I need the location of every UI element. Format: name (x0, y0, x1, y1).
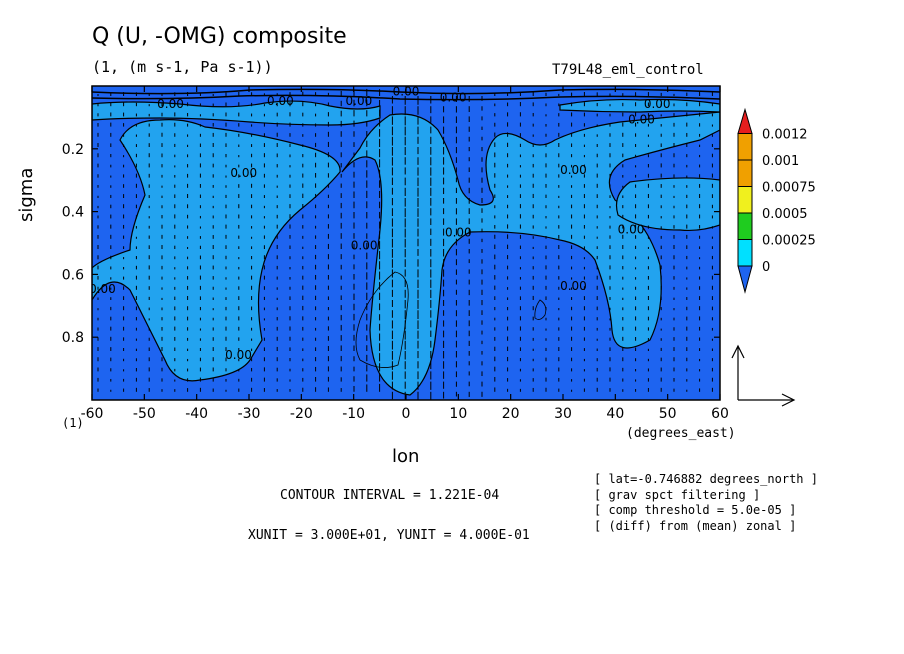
light-region-right (615, 177, 720, 232)
contour-label: 0.00 (560, 279, 587, 293)
contour-label: 0.00 (89, 282, 116, 296)
contour-label: 0.00 (351, 238, 378, 252)
x-tick-label: 0 (402, 406, 411, 422)
x-tick-label: -60 (81, 406, 104, 422)
vector-units: XUNIT = 3.000E+01, YUNIT = 4.000E-01 (248, 528, 530, 543)
x-axis-units: (degrees_east) (626, 426, 736, 441)
contour-label: 0.00 (628, 113, 655, 127)
light-region-center (341, 111, 720, 396)
light-region-left (92, 119, 341, 382)
contour-thin-right (534, 299, 547, 320)
wind-vector-field (97, 88, 713, 400)
colorbar-segment (737, 239, 753, 267)
contour-label: 0.00 (267, 94, 294, 108)
y-axis-ticks: 0.2 0.4 0.6 0.8 (62, 142, 720, 346)
contour-interval: CONTOUR INTERVAL = 1.221E-04 (280, 488, 500, 503)
contour-thin-center (355, 271, 409, 368)
x-tick-label: 30 (554, 406, 572, 422)
contour-label: 0.00 (440, 91, 467, 105)
y-tick-label: 0.8 (62, 330, 84, 346)
x-tick-label: 50 (659, 406, 677, 422)
x-tick-label: 20 (502, 406, 520, 422)
colorbar-label: 0.0005 (762, 207, 808, 222)
contour-line-top (92, 88, 720, 95)
contour-label: 0.00 (618, 223, 645, 237)
colorbar-segment (737, 133, 753, 161)
colorbar-segment (737, 159, 753, 187)
colorbar-label: 0.00075 (762, 181, 816, 196)
contour-label: 0.00 (230, 166, 257, 180)
x-tick-label: 60 (711, 406, 729, 422)
x-axis-ticks: -60 -50 -40 -30 -20 -10 0 10 20 30 40 50 60 (81, 86, 729, 422)
info-filtering: [ grav spct filtering ] (594, 488, 761, 502)
colorbar-label: 0 (762, 260, 770, 275)
info-threshold: [ comp threshold = 5.0e-05 ] (594, 503, 797, 517)
vector-reference-icon (731, 344, 796, 407)
contour-label: 0.00 (644, 97, 671, 111)
colorbar-label: 0.0012 (762, 128, 808, 143)
run-name: T79L48_eml_control (552, 62, 704, 78)
colorbar-label: 0.00025 (762, 234, 816, 249)
colorbar-segment (737, 186, 753, 214)
contour-label: 0.00 (346, 94, 373, 108)
y-tick-label: 0.4 (62, 205, 84, 221)
colorbar-min-triangle (737, 265, 753, 294)
contour-label: 0.00 (560, 163, 587, 177)
x-tick-label: 10 (449, 406, 467, 422)
contour-labels: 0.00 0.00 0.00 0.00 0.00 0.00 0.00 0.00 0.00 0.00… (89, 84, 671, 362)
x-axis-label: lon (392, 446, 420, 467)
x-tick-label: -30 (238, 406, 261, 422)
chart-title: Q (U, -OMG) composite (92, 24, 347, 49)
contour-label: 0.00 (157, 97, 184, 111)
colorbar-label: 0.001 (762, 154, 799, 169)
info-latitude: [ lat=-0.746882 degrees_north ] (594, 472, 818, 486)
scale-factor-label: (1) (62, 416, 84, 430)
x-tick-label: 40 (606, 406, 624, 422)
contour-label: 0.00 (225, 348, 252, 362)
x-tick-label: -20 (290, 406, 313, 422)
y-tick-label: 0.6 (62, 267, 84, 283)
contour-label: 0.00 (445, 226, 472, 240)
light-region-top-right (559, 98, 720, 113)
contour-label: 0.00 (393, 84, 420, 98)
x-tick-label: -10 (342, 406, 365, 422)
contour-line-top-2 (92, 94, 720, 101)
chart-units: (1, (m s-1, Pa s-1)) (92, 58, 273, 76)
x-tick-label: -40 (185, 406, 208, 422)
y-tick-label: 0.2 (62, 142, 84, 158)
info-diff: [ (diff) from (mean) zonal ] (594, 519, 797, 533)
colorbar-segment (737, 212, 753, 240)
colorbar: 0 0.00025 0.0005 0.00075 0.001 0.0012 (737, 107, 816, 294)
x-tick-label: -50 (133, 406, 156, 422)
colorbar-max-triangle (737, 107, 753, 134)
